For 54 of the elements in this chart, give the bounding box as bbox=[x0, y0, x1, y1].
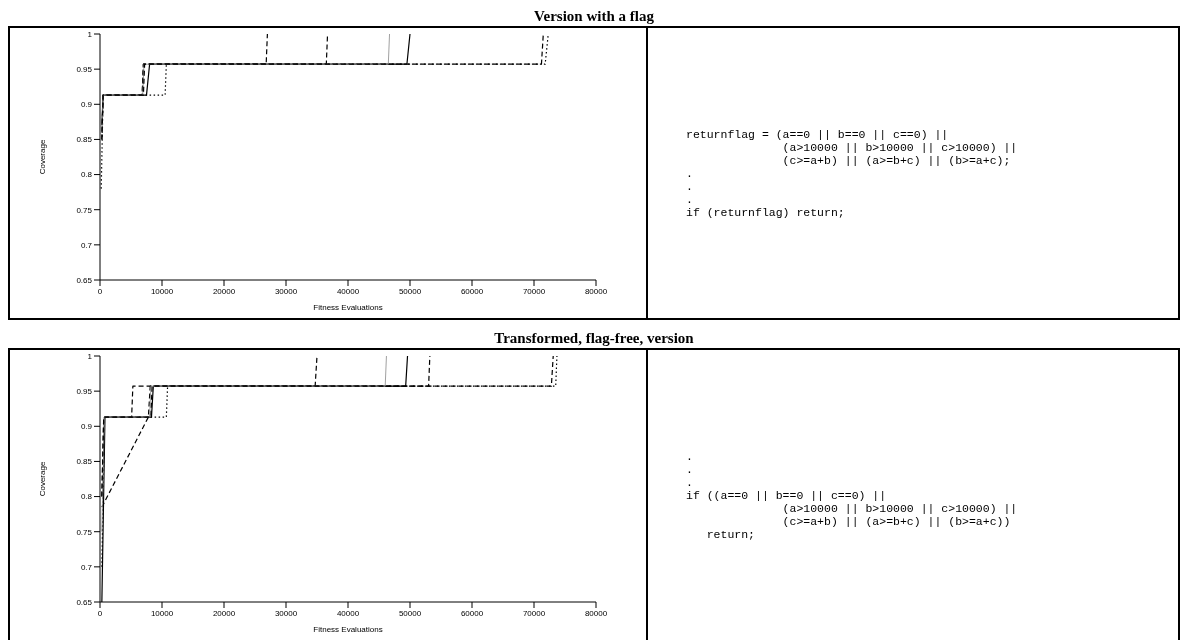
text: (a>10000 || b>10000 || c>10000) || bbox=[781, 140, 1018, 154]
x-tick-label: 0 bbox=[97, 608, 103, 618]
x-tick-label: 30000 bbox=[274, 608, 298, 618]
text: . bbox=[686, 462, 694, 476]
x-tick-label: 80000 bbox=[584, 286, 608, 296]
y-axis-title: Coverage bbox=[37, 139, 47, 175]
x-tick-label: 40000 bbox=[336, 608, 360, 618]
text: (a>10000 || b>10000 || c>10000) || bbox=[781, 501, 1018, 515]
text: (c>=a+b) || (a>=b+c) || (b>=a+c)) bbox=[781, 514, 1012, 528]
y-tick-label: 0.85 bbox=[76, 135, 93, 145]
x-tick-label: 70000 bbox=[522, 286, 546, 296]
x-tick-label: 80000 bbox=[584, 608, 608, 618]
y-tick-label: 0.7 bbox=[80, 562, 93, 572]
x-tick-label: 10000 bbox=[150, 286, 174, 296]
x-tick-label: 20000 bbox=[212, 608, 236, 618]
y-tick-label: 0.95 bbox=[76, 386, 93, 396]
x-axis-title: Fitness Evaluations bbox=[313, 303, 383, 312]
y-axis-title: Coverage bbox=[37, 461, 47, 497]
x-tick-label: 50000 bbox=[398, 608, 422, 618]
chart-title: Transformed, flag-free, version bbox=[494, 330, 694, 346]
y-tick-label: 0.8 bbox=[80, 170, 93, 180]
y-tick-label: 0.65 bbox=[76, 597, 93, 607]
x-axis-title: Fitness Evaluations bbox=[313, 625, 383, 634]
text: . bbox=[686, 192, 694, 206]
text: . bbox=[686, 166, 694, 180]
x-tick-label: 40000 bbox=[336, 286, 360, 296]
x-tick-label: 70000 bbox=[522, 608, 546, 618]
x-tick-label: 10000 bbox=[150, 608, 174, 618]
y-tick-label: 0.75 bbox=[76, 205, 93, 215]
x-tick-label: 50000 bbox=[398, 286, 422, 296]
y-tick-label: 0.75 bbox=[76, 527, 93, 537]
x-tick-label: 0 bbox=[97, 286, 103, 296]
text: . bbox=[686, 179, 694, 193]
text: if (returnflag) return; bbox=[686, 205, 846, 219]
y-tick-label: 0.85 bbox=[76, 457, 93, 467]
y-tick-label: 1 bbox=[87, 29, 93, 39]
text: . bbox=[686, 475, 694, 489]
y-tick-label: 0.9 bbox=[80, 422, 93, 432]
x-tick-label: 60000 bbox=[460, 286, 484, 296]
x-tick-label: 30000 bbox=[274, 286, 298, 296]
text: return; bbox=[705, 527, 756, 541]
text: returnflag = (a==0 || b==0 || c==0) || bbox=[686, 127, 950, 141]
y-tick-label: 0.95 bbox=[76, 64, 93, 74]
text: . bbox=[686, 449, 694, 463]
y-tick-label: 0.65 bbox=[76, 275, 93, 285]
y-tick-label: 0.9 bbox=[80, 100, 93, 110]
x-tick-label: 60000 bbox=[460, 608, 484, 618]
y-tick-label: 0.7 bbox=[80, 240, 93, 250]
x-tick-label: 20000 bbox=[212, 286, 236, 296]
chart-title: Version with a flag bbox=[534, 8, 654, 24]
text: (c>=a+b) || (a>=b+c) || (b>=a+c); bbox=[781, 153, 1012, 167]
text: if ((a==0 || b==0 || c==0) || bbox=[686, 488, 888, 502]
y-tick-label: 1 bbox=[87, 351, 93, 361]
y-tick-label: 0.8 bbox=[80, 492, 93, 502]
